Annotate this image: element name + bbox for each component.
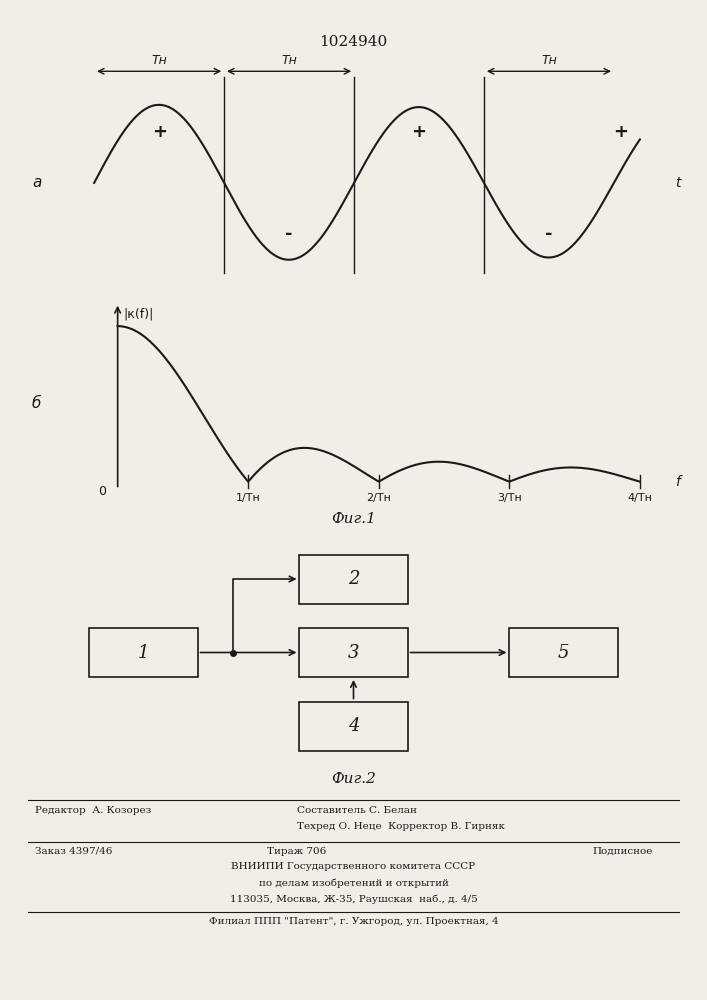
Text: 4: 4 [348,717,359,735]
Text: Тн: Тн [151,54,167,67]
Text: +: + [613,123,628,141]
Text: +: + [411,123,426,141]
Text: Фиг.1: Фиг.1 [331,512,376,526]
Text: 2: 2 [348,570,359,588]
Text: б: б [32,396,42,411]
Text: -: - [545,225,553,243]
Text: 1: 1 [138,644,149,662]
Text: Тн: Тн [541,54,557,67]
Text: Филиал ППП "Патент", г. Ужгород, ул. Проектная, 4: Филиал ППП "Патент", г. Ужгород, ул. Про… [209,917,498,926]
Text: по делам изобретений и открытий: по делам изобретений и открытий [259,878,448,888]
Bar [300,554,408,603]
Text: 5: 5 [558,644,569,662]
Text: t: t [675,176,681,190]
Text: 1/Тн: 1/Тн [236,493,261,503]
Text: Подписное: Подписное [592,847,653,856]
Text: 2/Тн: 2/Тн [366,493,391,503]
Text: Тираж 706: Тираж 706 [267,847,327,856]
Bar [300,702,408,750]
Text: Составитель С. Белан: Составитель С. Белан [297,806,417,815]
Text: 0: 0 [98,485,106,498]
Text: 3: 3 [348,644,359,662]
Text: 1024940: 1024940 [320,35,387,49]
Text: Техред О. Неце  Корректор В. Гирняк: Техред О. Неце Корректор В. Гирняк [297,822,505,831]
Bar [90,628,198,677]
Text: Тн: Тн [281,54,297,67]
Text: а: а [32,175,42,190]
Text: -: - [286,225,293,243]
Text: 4/Тн: 4/Тн [628,493,653,503]
Text: 113035, Москва, Ж-35, Раушская  наб., д. 4/5: 113035, Москва, Ж-35, Раушская наб., д. … [230,894,477,904]
Text: Редактор  А. Козорез: Редактор А. Козорез [35,806,151,815]
Text: +: + [151,123,167,141]
Text: Заказ 4397/46: Заказ 4397/46 [35,847,112,856]
Text: 3/Тн: 3/Тн [497,493,522,503]
Text: f: f [675,475,680,489]
Text: Фиг.2: Фиг.2 [331,772,376,786]
Text: |к(f)|: |к(f)| [124,307,154,320]
Text: ВНИИПИ Государственного комитета СССР: ВНИИПИ Государственного комитета СССР [231,862,476,871]
Bar [510,628,618,677]
Bar [300,628,408,677]
